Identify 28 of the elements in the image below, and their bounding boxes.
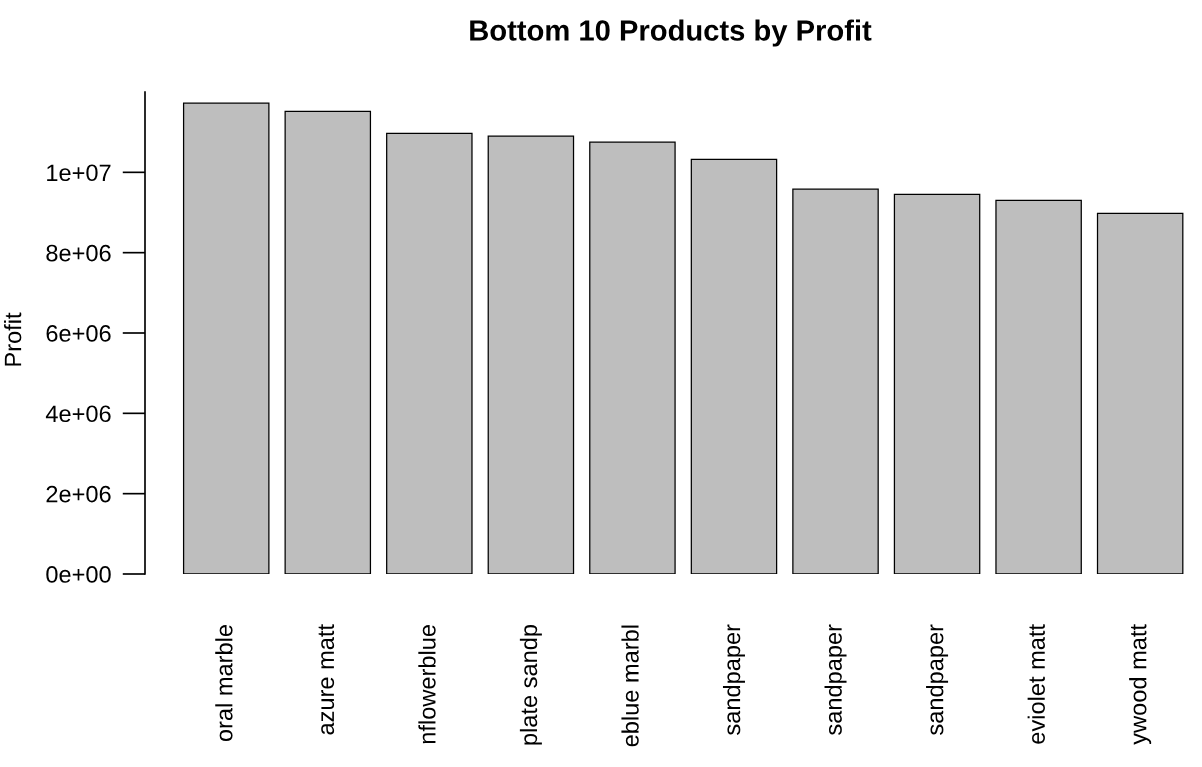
bar [487,135,575,574]
y-tick-label: 4e+06 [45,405,111,423]
bar [792,188,879,574]
chart-title: Bottom 10 Products by Profit [470,19,872,47]
bar [995,199,1082,574]
x-tick-label: eviolet matt [1027,624,1045,744]
bar [182,102,270,574]
x-tick-label: ywood matt [1129,624,1152,745]
y-tick-label: 6e+06 [46,325,111,342]
x-tick-label: sandpaper [824,624,847,735]
y-tick-label: 8e+06 [46,244,111,262]
y-tick-label: 2e+06 [46,485,111,503]
bar [284,110,372,574]
y-tick-label: 1e+07 [47,164,111,182]
bar [690,158,778,574]
x-tick-label: azure matt [318,624,335,735]
x-tick-label: plate sandp [519,624,542,745]
x-tick-label: oral marble [215,625,233,742]
x-tick-label: nflowerblue [418,625,436,744]
x-tick-label: sandpaper [722,624,745,735]
bar [893,193,981,574]
x-tick-label: eblue marbl [621,625,639,747]
bar [589,141,676,574]
bar [386,132,473,574]
x-tick-label: sandpaper [926,624,949,735]
bar [1096,212,1184,574]
y-tick-label: 0e+00 [46,566,111,583]
y-axis-title: Profit [4,312,22,366]
